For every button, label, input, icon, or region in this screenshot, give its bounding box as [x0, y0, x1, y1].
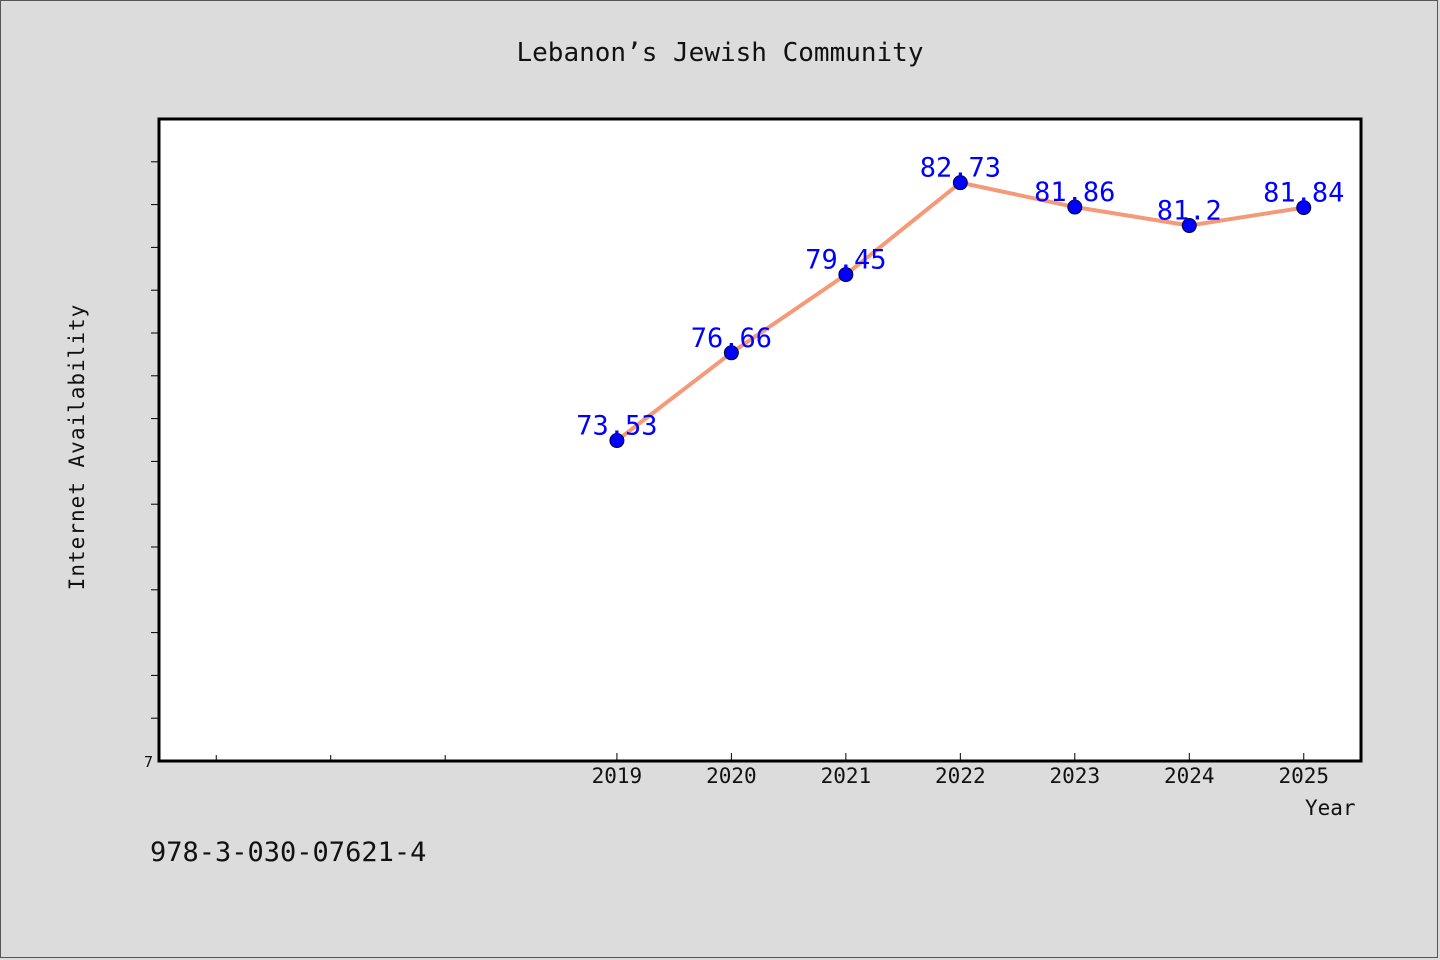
x-tick-label: 2022	[935, 764, 986, 788]
x-tick-label: 2019	[592, 764, 643, 788]
plot-area	[157, 117, 1363, 763]
data-label: 76.66	[691, 323, 772, 354]
y-tick-label: 7	[144, 753, 153, 771]
x-tick-label: 2021	[821, 764, 872, 788]
x-tick-label: 2024	[1164, 764, 1215, 788]
x-axis-label: Year	[1305, 796, 1356, 820]
data-point	[1296, 200, 1312, 216]
y-ticks: 7	[144, 161, 158, 771]
chart-title: Lebanon’s Jewish Community	[516, 38, 924, 68]
data-point	[609, 433, 625, 449]
data-point	[723, 345, 739, 361]
data-point	[1067, 199, 1083, 215]
data-point	[838, 267, 854, 283]
x-tick-label: 2020	[706, 764, 757, 788]
x-tick-label: 2025	[1278, 764, 1329, 788]
data-point	[952, 175, 968, 191]
data-labels: 73.53 76.66 79.45 82.73 81.86 81.2 81.84	[576, 153, 1344, 442]
data-label: 81.86	[1034, 177, 1115, 208]
data-label: 81.2	[1157, 196, 1222, 227]
data-label: 73.53	[576, 411, 657, 442]
data-point	[1181, 218, 1197, 234]
data-label: 81.84	[1263, 178, 1344, 209]
isbn-footnote: 978-3-030-07621-4	[150, 837, 427, 868]
data-label: 79.45	[805, 245, 886, 276]
data-markers	[609, 175, 1312, 449]
x-tick-label: 2023	[1050, 764, 1101, 788]
data-label: 82.73	[920, 153, 1001, 184]
x-ticks: 2019 2020 2021 2022 2023 2024 2025	[215, 753, 1329, 788]
